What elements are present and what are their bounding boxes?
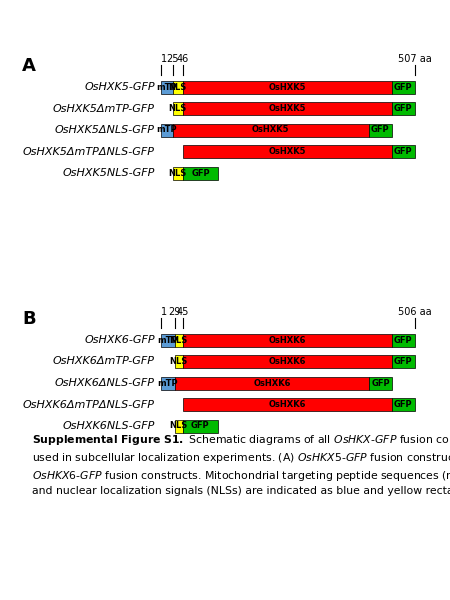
Text: GFP: GFP — [394, 104, 413, 113]
Bar — [392, 398, 415, 411]
Text: NLS: NLS — [169, 169, 187, 178]
Bar — [369, 124, 392, 136]
Text: OsHXK6ΔmTP-GFP: OsHXK6ΔmTP-GFP — [53, 356, 155, 367]
Text: GFP: GFP — [191, 421, 210, 431]
Text: GFP: GFP — [394, 335, 413, 344]
Text: NLS: NLS — [169, 82, 187, 91]
Text: mTP: mTP — [157, 335, 178, 344]
Text: OsHXK6: OsHXK6 — [253, 379, 291, 388]
Bar — [183, 334, 392, 347]
Text: 29: 29 — [168, 307, 181, 317]
Text: 506 aa: 506 aa — [398, 307, 432, 317]
Text: OsHXK6: OsHXK6 — [269, 335, 306, 344]
Bar — [183, 80, 392, 94]
Text: GFP: GFP — [191, 169, 210, 178]
Text: NLS: NLS — [170, 335, 188, 344]
Text: GFP: GFP — [371, 125, 390, 134]
Text: 25: 25 — [166, 54, 179, 64]
Text: A: A — [22, 57, 36, 75]
Text: mTP: mTP — [156, 82, 177, 91]
Text: OsHXK6NLS-GFP: OsHXK6NLS-GFP — [63, 421, 155, 431]
Text: GFP: GFP — [394, 82, 413, 91]
Bar — [392, 102, 415, 115]
Text: NLS: NLS — [169, 104, 187, 113]
Text: OsHXK6: OsHXK6 — [269, 400, 306, 409]
Text: OsHXK5: OsHXK5 — [252, 125, 289, 134]
Text: OsHXK5NLS-GFP: OsHXK5NLS-GFP — [63, 168, 155, 178]
Bar — [172, 102, 183, 115]
Text: OsHXK5: OsHXK5 — [269, 82, 306, 91]
Text: mTP: mTP — [157, 379, 178, 388]
Text: 507 aa: 507 aa — [398, 54, 432, 64]
Text: OsHXK5: OsHXK5 — [269, 147, 306, 156]
Bar — [172, 124, 369, 136]
Bar — [392, 80, 415, 94]
Bar — [183, 355, 392, 368]
Bar — [183, 102, 392, 115]
Bar — [175, 377, 369, 389]
Text: OsHXK5ΔNLS-GFP: OsHXK5ΔNLS-GFP — [55, 125, 155, 135]
Text: OsHXK6-GFP: OsHXK6-GFP — [85, 335, 155, 345]
Bar — [392, 145, 415, 158]
Text: 1: 1 — [161, 307, 166, 317]
Bar — [175, 355, 183, 368]
Text: GFP: GFP — [394, 147, 413, 156]
Text: NLS: NLS — [170, 357, 188, 366]
Text: GFP: GFP — [394, 357, 413, 366]
Text: OsHXK6ΔmTPΔNLS-GFP: OsHXK6ΔmTPΔNLS-GFP — [23, 400, 155, 410]
Bar — [183, 145, 392, 158]
Bar — [161, 334, 175, 347]
Text: GFP: GFP — [371, 379, 390, 388]
Text: mTP: mTP — [156, 125, 177, 134]
Bar — [175, 334, 183, 347]
Text: OsHXK5ΔmTPΔNLS-GFP: OsHXK5ΔmTPΔNLS-GFP — [23, 146, 155, 157]
Text: OsHXK5-GFP: OsHXK5-GFP — [85, 82, 155, 92]
Text: 46: 46 — [177, 54, 189, 64]
Bar — [161, 124, 172, 136]
Bar — [161, 377, 175, 389]
Text: OsHXK6: OsHXK6 — [269, 357, 306, 366]
Text: 1: 1 — [161, 54, 166, 64]
Text: B: B — [22, 310, 36, 328]
Text: $\mathbf{Supplemental\ Figure\ S1.}$ Schematic diagrams of all $\mathit{OsHKX}$-: $\mathbf{Supplemental\ Figure\ S1.}$ Sch… — [32, 433, 450, 496]
Bar — [175, 419, 183, 433]
Bar — [392, 334, 415, 347]
Bar — [183, 167, 218, 179]
Text: OsHXK5ΔmTP-GFP: OsHXK5ΔmTP-GFP — [53, 103, 155, 113]
Bar — [392, 355, 415, 368]
Bar — [369, 377, 392, 389]
Bar — [172, 80, 183, 94]
Text: NLS: NLS — [170, 421, 188, 431]
Text: GFP: GFP — [394, 400, 413, 409]
Bar — [172, 167, 183, 179]
Bar — [183, 398, 392, 411]
Text: OsHXK5: OsHXK5 — [269, 104, 306, 113]
Bar — [183, 419, 218, 433]
Bar — [161, 80, 172, 94]
Text: 45: 45 — [176, 307, 189, 317]
Text: OsHXK6ΔNLS-GFP: OsHXK6ΔNLS-GFP — [55, 378, 155, 388]
